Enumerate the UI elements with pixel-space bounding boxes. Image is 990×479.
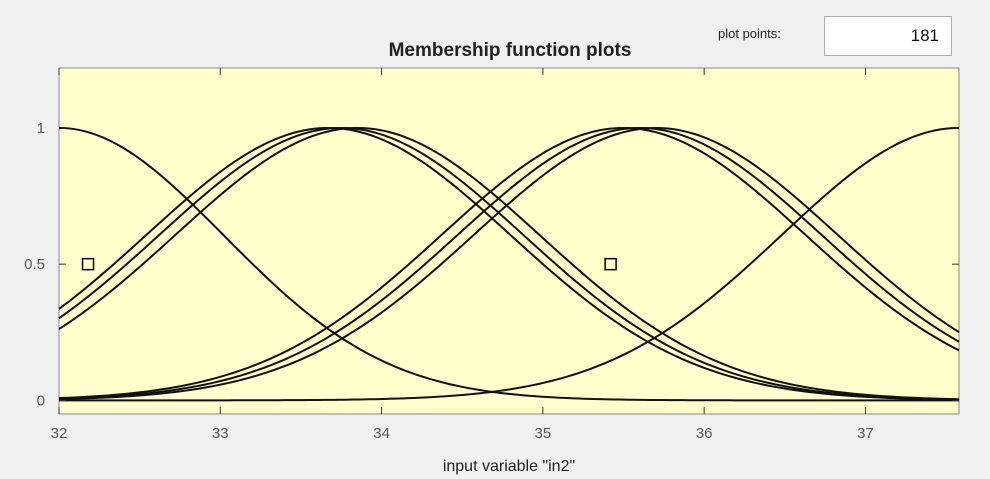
x-tick-label: 33 — [212, 425, 229, 442]
square-marker-1 — [81, 257, 95, 271]
y-tick-label: 0.5 — [24, 256, 45, 273]
plot-area[interactable] — [58, 67, 960, 415]
y-tick-label: 0 — [37, 392, 45, 409]
membership-curve-2[interactable] — [58, 126, 960, 401]
membership-curve-5[interactable] — [58, 126, 960, 400]
plot-points-label: plot points: — [718, 26, 781, 41]
curve-markers — [81, 257, 617, 271]
plot-points-input[interactable] — [824, 16, 952, 56]
y-tick-label: 1 — [37, 120, 45, 137]
square-marker-2 — [604, 257, 617, 271]
membership-curves — [58, 126, 960, 402]
membership-curve-4[interactable] — [58, 126, 960, 401]
membership-curve-8[interactable] — [59, 126, 960, 402]
membership-curve-3[interactable] — [58, 126, 960, 401]
x-tick-label: 37 — [857, 425, 874, 442]
y-axis-ticks: 00.51 — [24, 120, 959, 409]
plot-title: Membership function plots — [388, 40, 632, 61]
x-axis-label: input variable "in2" — [443, 458, 575, 475]
x-tick-label: 32 — [51, 425, 68, 442]
membership-curve-6[interactable] — [58, 126, 960, 400]
x-tick-label: 35 — [535, 425, 552, 442]
x-tick-label: 36 — [696, 425, 713, 442]
x-tick-label: 34 — [373, 425, 390, 442]
x-axis-ticks: 32 33 34 35 36 37 — [51, 68, 874, 442]
membership-curve-1[interactable] — [58, 126, 959, 402]
